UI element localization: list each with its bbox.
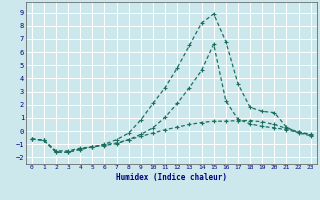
X-axis label: Humidex (Indice chaleur): Humidex (Indice chaleur) bbox=[116, 173, 227, 182]
